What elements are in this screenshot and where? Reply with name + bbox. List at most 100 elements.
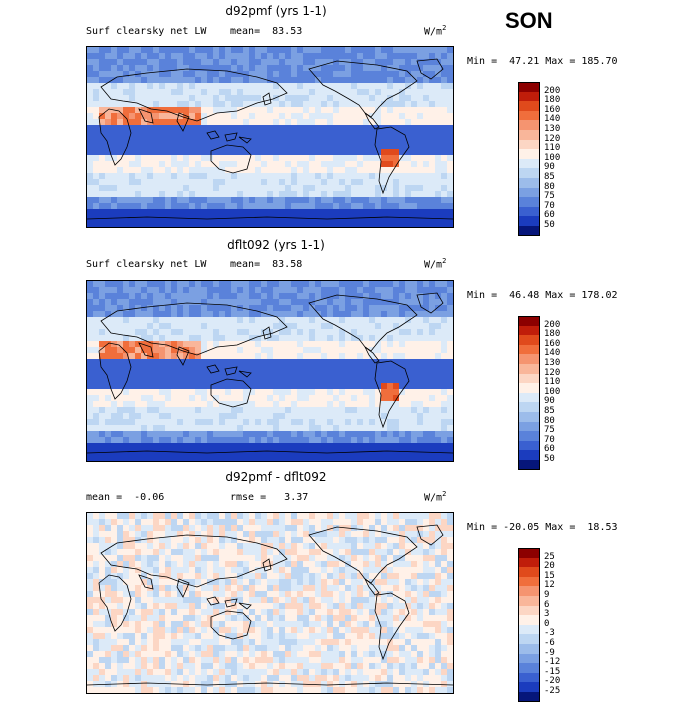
map-cell: [429, 561, 436, 568]
map-cell: [273, 353, 280, 360]
map-cell: [429, 413, 436, 420]
map-cell: [369, 209, 376, 216]
map-cell: [291, 455, 298, 461]
map-cell: [357, 401, 364, 408]
map-cell: [189, 305, 196, 312]
map-cell: [183, 83, 190, 90]
map-cell: [381, 627, 388, 634]
map-cell: [345, 311, 352, 318]
map-cell: [177, 89, 184, 96]
map-cell: [219, 335, 226, 342]
map-cell: [279, 185, 286, 192]
map-cell: [435, 119, 442, 126]
map-cell: [93, 615, 100, 622]
map-cell: [183, 419, 190, 426]
map-cell: [363, 543, 370, 550]
map-cell: [411, 335, 418, 342]
map-cell: [327, 215, 334, 222]
map-cell: [375, 173, 382, 180]
map-cell: [435, 305, 442, 312]
colorbar-tick-label: 50: [544, 454, 555, 464]
map-cell: [417, 591, 424, 598]
map-cell: [219, 71, 226, 78]
map-cell: [441, 209, 448, 216]
map-cell: [117, 89, 124, 96]
map-cell: [93, 365, 100, 372]
map-cell: [309, 615, 316, 622]
map-cell: [237, 185, 244, 192]
map-cell: [327, 131, 334, 138]
map-cell: [99, 197, 106, 204]
map-cell: [87, 185, 94, 192]
map-cell: [207, 335, 214, 342]
map-cell: [381, 537, 388, 544]
map-cell: [225, 455, 232, 461]
map-cell: [393, 119, 400, 126]
map-cell: [333, 365, 340, 372]
map-cell: [327, 455, 334, 461]
map-cell: [369, 221, 376, 227]
map-cell: [447, 401, 453, 408]
map-cell: [189, 299, 196, 306]
map-cell: [369, 413, 376, 420]
map-cell: [447, 131, 453, 138]
map-cell: [201, 155, 208, 162]
map-cell: [411, 359, 418, 366]
map-cell: [255, 519, 262, 526]
map-cell: [93, 323, 100, 330]
map-cell: [279, 335, 286, 342]
map-cell: [159, 161, 166, 168]
map-cell: [351, 137, 358, 144]
map-cell: [225, 573, 232, 580]
map-cell: [177, 137, 184, 144]
map-cell: [321, 149, 328, 156]
map-cell: [417, 323, 424, 330]
map-cell: [237, 77, 244, 84]
map-cell: [189, 125, 196, 132]
map-cell: [129, 185, 136, 192]
map-cell: [297, 173, 304, 180]
map-cell: [429, 143, 436, 150]
map-cell: [171, 143, 178, 150]
map-cell: [243, 179, 250, 186]
map-cell: [291, 173, 298, 180]
map-cell: [273, 525, 280, 532]
map-cell: [99, 299, 106, 306]
map-cell: [405, 359, 412, 366]
map-cell: [351, 155, 358, 162]
map-cell: [315, 437, 322, 444]
map-cell: [129, 113, 136, 120]
map-cell: [249, 401, 256, 408]
map-cell: [189, 395, 196, 402]
map-cell: [255, 221, 262, 227]
map-cell: [219, 407, 226, 414]
map-cell: [417, 597, 424, 604]
map-cell: [147, 537, 154, 544]
map-cell: [285, 221, 292, 227]
map-cell: [201, 185, 208, 192]
map-cell: [141, 197, 148, 204]
map-cell: [429, 347, 436, 354]
map-cell: [153, 161, 160, 168]
map-cell: [297, 443, 304, 450]
map-cell: [189, 59, 196, 66]
map-cell: [273, 53, 280, 60]
map-cell: [429, 579, 436, 586]
map-cell: [141, 89, 148, 96]
map-cell: [189, 603, 196, 610]
map-cell: [159, 221, 166, 227]
map-cell: [279, 113, 286, 120]
colorbar-tick-label: 110: [544, 377, 560, 387]
map-cell: [309, 185, 316, 192]
map-cell: [159, 443, 166, 450]
map-cell: [345, 305, 352, 312]
map-cell: [105, 401, 112, 408]
map-cell: [201, 173, 208, 180]
map-cell: [399, 215, 406, 222]
map-cell: [339, 101, 346, 108]
map-cell: [357, 555, 364, 562]
map-cell: [393, 585, 400, 592]
map-cell: [93, 77, 100, 84]
map-cell: [159, 131, 166, 138]
map-cell: [351, 77, 358, 84]
